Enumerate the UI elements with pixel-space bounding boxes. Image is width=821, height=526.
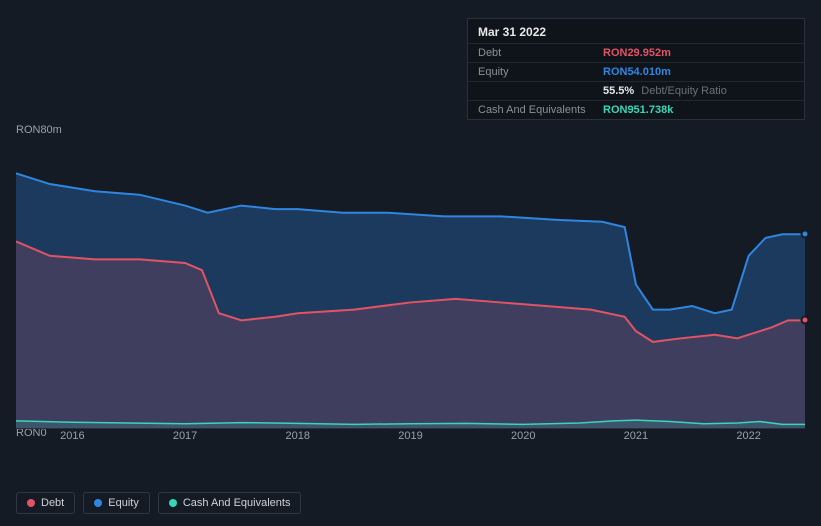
debt-dot-icon [27,499,35,507]
tooltip-row-value: RON29.952m [603,47,671,59]
tooltip-row-label: Cash And Equivalents [478,104,603,116]
chart-legend: Debt Equity Cash And Equivalents [16,492,301,514]
x-tick: 2022 [736,430,760,442]
legend-label: Equity [108,497,139,509]
tooltip-row-extra: Debt/Equity Ratio [638,85,727,97]
legend-item-equity[interactable]: Equity [83,492,150,514]
tooltip-row-value: RON54.010m [603,66,671,78]
tooltip-date: Mar 31 2022 [468,19,804,43]
x-tick: 2021 [624,430,648,442]
x-tick: 2020 [511,430,535,442]
tooltip-row-label [478,85,603,97]
legend-label: Cash And Equivalents [183,497,291,509]
equity-end-marker [801,230,810,239]
tooltip-row: 55.5% Debt/Equity Ratio [468,81,804,100]
area-chart: RON80m RON0 2016201720182019202020212022 [16,125,805,445]
y-axis-max-label: RON80m [16,124,62,136]
tooltip-row: Cash And EquivalentsRON951.738k [468,100,804,119]
chart-tooltip: Mar 31 2022 DebtRON29.952mEquityRON54.01… [467,18,805,120]
plot-area: 2016201720182019202020212022 [16,141,805,429]
x-tick: 2018 [286,430,310,442]
cash-dot-icon [169,499,177,507]
tooltip-row-value: 55.5% Debt/Equity Ratio [603,85,727,97]
x-tick: 2016 [60,430,84,442]
tooltip-row: DebtRON29.952m [468,43,804,62]
debt-end-marker [801,316,810,325]
legend-label: Debt [41,497,64,509]
legend-item-cash[interactable]: Cash And Equivalents [158,492,302,514]
equity-dot-icon [94,499,102,507]
tooltip-row-label: Equity [478,66,603,78]
x-tick: 2017 [173,430,197,442]
tooltip-row-value: RON951.738k [603,104,673,116]
x-tick: 2019 [398,430,422,442]
tooltip-row: EquityRON54.010m [468,62,804,81]
legend-item-debt[interactable]: Debt [16,492,75,514]
tooltip-row-label: Debt [478,47,603,59]
x-axis: 2016 2017 2018 2019 2020 2021 2022 [16,428,805,446]
